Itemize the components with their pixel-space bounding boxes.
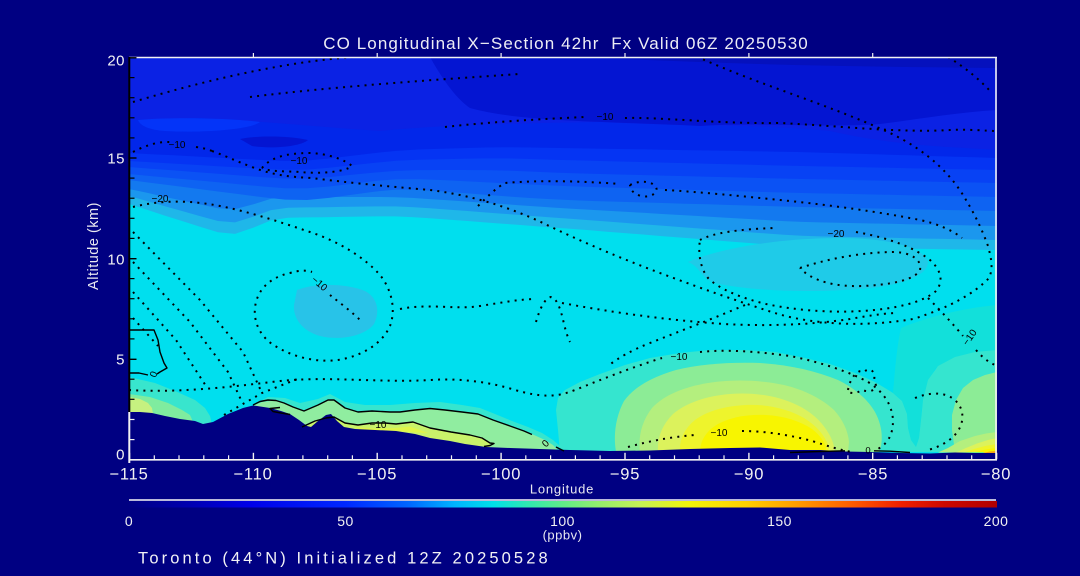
svg-text:0: 0	[116, 447, 125, 464]
svg-text:20: 20	[107, 53, 125, 70]
svg-text:−10: −10	[291, 156, 308, 167]
svg-text:200: 200	[984, 513, 1009, 529]
svg-text:−105: −105	[357, 466, 397, 484]
svg-text:Toronto (44°N) Initialized 12Z: Toronto (44°N) Initialized 12Z 20250528	[138, 550, 551, 568]
svg-text:(ppbv): (ppbv)	[543, 528, 583, 543]
svg-text:0: 0	[865, 446, 870, 457]
svg-text:50: 50	[337, 513, 354, 529]
svg-text:−10: −10	[169, 140, 186, 151]
svg-text:−85: −85	[858, 466, 888, 484]
svg-text:−10: −10	[370, 420, 387, 431]
svg-text:−90: −90	[734, 466, 764, 484]
svg-text:0: 0	[148, 370, 160, 379]
svg-text:−80: −80	[981, 466, 1011, 484]
svg-text:CO Longitudinal X−Section 42hr: CO Longitudinal X−Section 42hr Fx Valid …	[323, 34, 809, 53]
svg-text:−20: −20	[152, 194, 169, 205]
svg-text:10: 10	[107, 251, 125, 268]
svg-text:−10: −10	[711, 428, 728, 439]
svg-text:−10: −10	[597, 112, 614, 123]
svg-text:−20: −20	[828, 229, 845, 240]
svg-text:−115: −115	[109, 466, 148, 484]
svg-text:−100: −100	[481, 466, 521, 484]
svg-text:Altitude (km): Altitude (km)	[86, 202, 102, 290]
svg-text:−110: −110	[233, 466, 272, 484]
svg-text:−10: −10	[671, 352, 688, 363]
svg-text:150: 150	[767, 513, 792, 529]
svg-text:5: 5	[116, 352, 125, 369]
svg-text:Longitude: Longitude	[530, 482, 594, 497]
svg-text:0: 0	[125, 513, 133, 529]
svg-text:15: 15	[107, 151, 125, 168]
svg-text:−95: −95	[610, 466, 640, 484]
svg-text:100: 100	[550, 513, 575, 529]
